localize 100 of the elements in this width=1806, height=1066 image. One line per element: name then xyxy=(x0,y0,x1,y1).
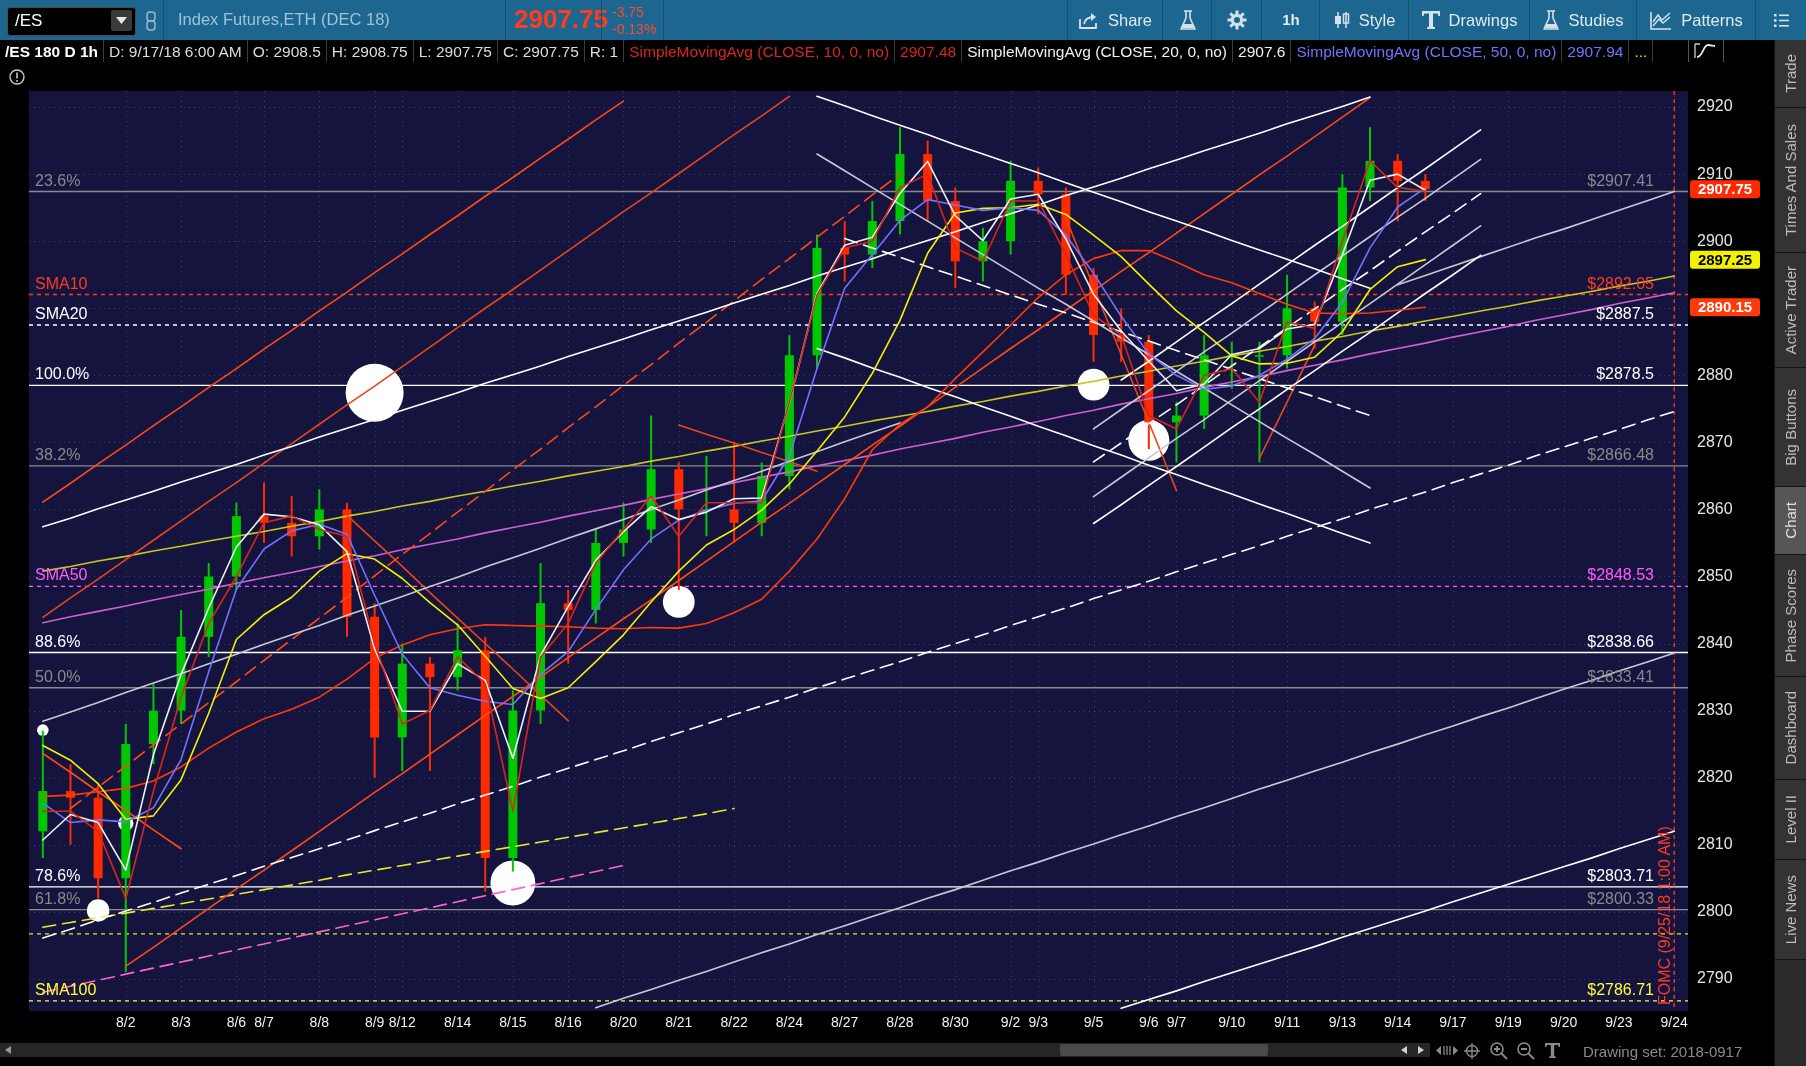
x-tick-label: 8/16 xyxy=(554,1014,583,1031)
ref-line-label: $2786.71 xyxy=(1587,980,1655,998)
x-tick-label: 8/21 xyxy=(665,1014,693,1031)
annotation: 78.6% xyxy=(35,866,81,884)
text: 1h xyxy=(1282,11,1300,29)
annotation: 61.8% xyxy=(35,889,81,907)
text: C: 2907.75 xyxy=(502,42,579,60)
x-tick-label: 8/9 xyxy=(364,1014,385,1031)
text: Style xyxy=(1358,11,1396,29)
ref-line-label: FOMC (9/25/18 1:00 AM) xyxy=(1656,826,1674,1005)
y-tick-label: 2820 xyxy=(1697,768,1733,786)
text: Dashboard xyxy=(1782,691,1799,765)
x-tick-label: 9/19 xyxy=(1494,1014,1523,1031)
text: 2890.15 xyxy=(1697,298,1753,316)
x-tick-label: 9/24 xyxy=(1660,1014,1689,1031)
annotation: 23.6% xyxy=(35,171,81,189)
x-tick-label: 9/2 xyxy=(1000,1014,1021,1031)
y-tick-label: 2900 xyxy=(1697,231,1733,249)
text: Live News xyxy=(1782,874,1799,945)
x-tick-label: 8/6 xyxy=(226,1014,247,1031)
x-tick-label: 9/20 xyxy=(1549,1014,1578,1031)
x-tick-label: 8/2 xyxy=(116,1014,136,1031)
x-tick-label: 9/17 xyxy=(1439,1014,1467,1031)
text: SimpleMovingAvg (CLOSE, 20, 0, no) xyxy=(967,42,1228,60)
ref-line-label: $2887.5 xyxy=(1596,305,1655,323)
ref-line-label: $2848.53 xyxy=(1587,566,1655,584)
x-tick-label: 9/14 xyxy=(1384,1014,1412,1031)
text: Drawings xyxy=(1448,11,1518,29)
text: SimpleMovingAvg (CLOSE, 10, 0, no) xyxy=(629,42,890,60)
x-tick-label: 8/27 xyxy=(831,1014,859,1031)
text: /ES xyxy=(15,11,43,31)
annotation: SMA20 xyxy=(35,305,88,323)
text: Trade xyxy=(1782,54,1799,93)
text: 2907.75 xyxy=(1697,180,1753,198)
x-tick-label: 9/13 xyxy=(1328,1014,1357,1031)
x-tick-label: 8/3 xyxy=(171,1014,192,1031)
y-tick-label: 2810 xyxy=(1697,835,1733,853)
annotation: 88.6% xyxy=(35,632,81,650)
x-tick-label: 9/3 xyxy=(1028,1014,1049,1031)
text: R: 1 xyxy=(589,42,619,60)
text: Drawing set: 2018-0917 xyxy=(1583,1043,1743,1061)
text: Chart xyxy=(1782,502,1799,539)
x-tick-label: 8/24 xyxy=(775,1014,804,1031)
y-tick-label: 2850 xyxy=(1697,566,1733,584)
text: H: 2908.75 xyxy=(331,42,408,60)
x-tick-label: 8/30 xyxy=(941,1014,970,1031)
text: Share xyxy=(1107,11,1153,29)
x-tick-label: 8/28 xyxy=(886,1014,914,1031)
text: Phase Scores xyxy=(1782,568,1799,663)
x-tick-label: 8/12 xyxy=(388,1014,417,1031)
x-tick-label: 9/7 xyxy=(1166,1014,1187,1031)
y-tick-label: 2910 xyxy=(1697,164,1733,182)
y-tick-label: 2800 xyxy=(1697,902,1733,920)
ref-line-label: $2878.5 xyxy=(1596,365,1655,383)
text: D: 9/17/18 6:00 AM xyxy=(109,42,242,60)
ref-line-label: $2838.66 xyxy=(1587,632,1655,650)
x-tick-label: 9/11 xyxy=(1273,1014,1301,1031)
text: 2907.94 xyxy=(1567,42,1624,60)
x-tick-label: 8/14 xyxy=(443,1014,472,1031)
x-tick-label: 9/6 xyxy=(1139,1014,1159,1031)
x-tick-label: 9/23 xyxy=(1605,1014,1633,1031)
annotation: 50.0% xyxy=(35,667,81,685)
text: -3.75 xyxy=(612,4,644,21)
text: -0.13% xyxy=(612,21,657,38)
x-tick-label: 8/15 xyxy=(499,1014,527,1031)
chart-title: /ES 180 D 1h xyxy=(5,42,99,60)
text: 2907.6 xyxy=(1238,42,1286,60)
text: ... xyxy=(1634,42,1648,60)
text: Times And Sales xyxy=(1782,124,1799,236)
y-tick-label: 2860 xyxy=(1697,499,1733,517)
text: L: 2907.75 xyxy=(418,42,492,60)
text: O: 2908.5 xyxy=(252,42,321,60)
x-tick-label: 8/7 xyxy=(254,1014,274,1031)
x-tick-label: 9/5 xyxy=(1083,1014,1104,1031)
y-tick-label: 2880 xyxy=(1697,365,1733,383)
y-tick-label: 2840 xyxy=(1697,633,1733,651)
ref-line-label: $2800.33 xyxy=(1587,889,1655,907)
annotation: 38.2% xyxy=(35,445,81,463)
text: SimpleMovingAvg (CLOSE, 50, 0, no) xyxy=(1296,42,1557,60)
text: Studies xyxy=(1568,11,1624,29)
y-tick-label: 2830 xyxy=(1697,701,1733,718)
y-tick-label: 2870 xyxy=(1697,432,1733,450)
text: Active Trader xyxy=(1782,265,1799,355)
ref-line-label: $2866.48 xyxy=(1587,445,1655,463)
text: Level II xyxy=(1782,795,1799,844)
annotation: SMA50 xyxy=(35,566,88,584)
x-tick-label: 8/8 xyxy=(309,1014,330,1031)
x-tick-label: 8/22 xyxy=(720,1014,748,1031)
annotation: SMA100 xyxy=(35,980,97,998)
text: Big Buttons xyxy=(1782,388,1799,466)
y-tick-label: 2920 xyxy=(1697,97,1733,115)
text: Patterns xyxy=(1681,11,1743,29)
annotation: 100.0% xyxy=(35,365,90,383)
x-tick-label: 8/20 xyxy=(609,1014,638,1031)
y-tick-label: 2790 xyxy=(1697,969,1733,987)
ref-line-label: $2803.71 xyxy=(1587,866,1655,884)
text: 2897.25 xyxy=(1697,250,1753,268)
text: Index Futures,ETH (DEC 18) xyxy=(178,10,390,29)
ref-line-label: $2907.41 xyxy=(1587,171,1655,189)
text: 2907.75 xyxy=(514,4,608,35)
